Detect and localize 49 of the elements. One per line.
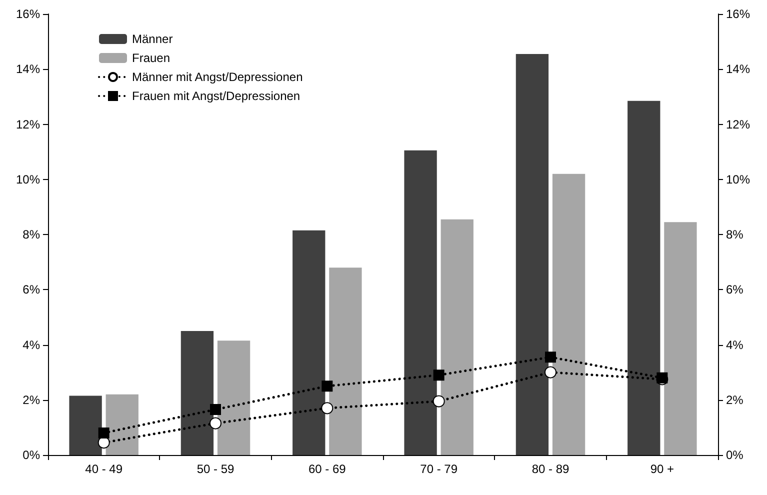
y-tick-label: 12% — [16, 117, 40, 132]
x-tick-label: 60 - 69 — [308, 462, 346, 476]
y-tick-label: 4% — [22, 338, 40, 352]
x-tick-label: 40 - 49 — [85, 462, 123, 476]
y2-tick-label: 2% — [726, 392, 744, 407]
bar — [628, 100, 660, 455]
y2-tick-label: 14% — [726, 62, 750, 76]
legend-label: Männer mit Angst/Depressionen — [132, 70, 303, 84]
y-tick-label: 14% — [16, 62, 40, 76]
bar — [440, 219, 474, 455]
y2-tick-label: 0% — [726, 448, 744, 462]
x-tick-label: 90 + — [650, 462, 674, 476]
bar — [329, 268, 362, 455]
point — [321, 402, 334, 414]
bar — [180, 330, 214, 455]
y-tick-label: 6% — [22, 282, 40, 297]
point — [432, 395, 445, 408]
y2-tick-label: 12% — [726, 117, 750, 132]
x-tick-label: 50 - 59 — [196, 462, 235, 476]
legend-label: Frauen mit Angst/Depressionen — [132, 89, 300, 103]
y-tick-label: 16% — [16, 7, 40, 21]
y2-tick-label: 16% — [726, 7, 750, 21]
bar — [404, 150, 437, 455]
y2-tick-label: 6% — [726, 282, 744, 297]
legend-label: Frauen — [132, 51, 170, 65]
bar — [292, 230, 326, 455]
bar — [664, 222, 697, 455]
bar — [217, 340, 250, 455]
point — [210, 417, 222, 430]
legend-label: Männer — [132, 32, 173, 46]
y-tick-label: 0% — [22, 448, 40, 462]
bar — [106, 394, 138, 455]
x-tick-label: 80 - 89 — [532, 462, 570, 476]
y2-tick-label: 8% — [726, 228, 744, 242]
point — [544, 366, 556, 378]
y2-tick-label: 10% — [726, 172, 750, 186]
bar — [516, 54, 549, 455]
y-tick-label: 8% — [22, 228, 40, 242]
point — [322, 380, 333, 392]
point — [210, 404, 221, 416]
point — [545, 352, 556, 363]
y-tick-label: 2% — [22, 392, 40, 407]
x-tick-label: 70 - 79 — [420, 462, 458, 476]
y-tick-label: 10% — [16, 172, 40, 186]
bar — [552, 174, 586, 455]
point — [98, 427, 110, 438]
y2-tick-label: 4% — [726, 338, 744, 352]
bar — [69, 396, 102, 455]
point — [433, 370, 444, 381]
